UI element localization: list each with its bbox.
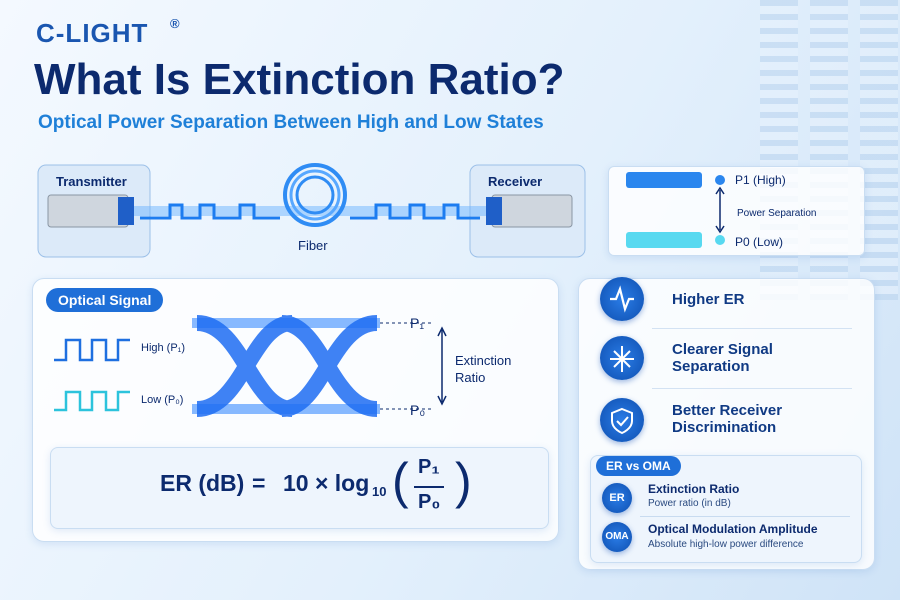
separation-glyph <box>610 346 634 372</box>
separation-label: Power Separation <box>737 208 817 219</box>
eye-bottom-label: P₀ <box>410 402 426 418</box>
high-level: P1 (High) <box>735 173 786 187</box>
benefit: Better Receiver Discrimination <box>672 402 783 436</box>
transmitter-label: Transmitter <box>56 174 127 189</box>
eye-top-label: P₁ <box>410 315 425 331</box>
receiver-label: Receiver <box>488 174 543 189</box>
paren-right: ) <box>455 453 472 509</box>
eye-pattern <box>196 315 378 417</box>
title: What Is Extinction Ratio? <box>34 55 565 104</box>
item-description: Power ratio (in dB) <box>648 498 731 509</box>
fraction-bar <box>414 486 444 488</box>
divider <box>652 388 852 389</box>
formula-base: 10 <box>372 484 387 499</box>
subtitle: Optical Power Separation Between High an… <box>38 112 544 133</box>
arrow-heads <box>437 326 447 406</box>
paren-left: ( <box>392 453 409 509</box>
low-label: Low (P₀) <box>141 394 184 406</box>
signal-diagram <box>54 315 447 417</box>
power-diagram <box>626 172 725 248</box>
benefit: Higher ER <box>672 291 745 308</box>
abbr-badge: OMA <box>602 522 632 552</box>
connector <box>486 197 502 225</box>
high-label: High (P₁) <box>141 342 186 354</box>
connector <box>118 197 134 225</box>
low-bar <box>626 232 702 248</box>
divider <box>652 328 852 329</box>
shield-icon <box>600 398 644 442</box>
formula-coefficient: 10 × log <box>283 470 370 496</box>
high-wave <box>54 338 130 362</box>
formula-box <box>50 447 549 529</box>
eye-measure: Extinction Ratio <box>455 353 512 385</box>
item-title: Extinction Ratio <box>648 482 740 496</box>
brand-mark: ® <box>170 16 180 31</box>
pulse-train <box>140 203 480 220</box>
formula-equals: = <box>252 470 266 496</box>
fiber-coil <box>295 175 335 215</box>
fiber-coil <box>289 169 341 221</box>
transceiver <box>491 194 573 228</box>
divider <box>640 516 850 517</box>
shield-glyph <box>611 407 633 435</box>
waveform-glyph <box>610 285 634 313</box>
fiber-coil <box>283 163 347 227</box>
formula-lhs: ER (dB) <box>160 470 245 496</box>
item-description: Absolute high-low power difference <box>648 539 804 550</box>
link-diagram <box>37 163 586 258</box>
abbr-badge: ER <box>602 483 632 513</box>
benefit: Clearer Signal Separation <box>672 341 773 375</box>
transceiver <box>47 194 129 228</box>
formula-denominator: P₀ <box>418 491 441 513</box>
formula-numerator: P₁ <box>418 456 440 478</box>
item-title: Optical Modulation Amplitude <box>648 522 818 536</box>
arrow-heads <box>715 186 725 234</box>
low-dot <box>715 235 725 245</box>
low-wave <box>54 390 130 412</box>
low-level: P0 (Low) <box>735 235 784 249</box>
comparison-tab: ER vs OMA <box>596 456 681 476</box>
server-rack <box>860 0 898 300</box>
fiber-label: Fiber <box>298 238 328 253</box>
signal-tab: Optical Signal <box>46 288 164 312</box>
brand: C-LIGHT <box>36 18 149 48</box>
high-dot <box>715 175 725 185</box>
high-bar <box>626 172 702 188</box>
icon-glyphs <box>610 285 634 435</box>
